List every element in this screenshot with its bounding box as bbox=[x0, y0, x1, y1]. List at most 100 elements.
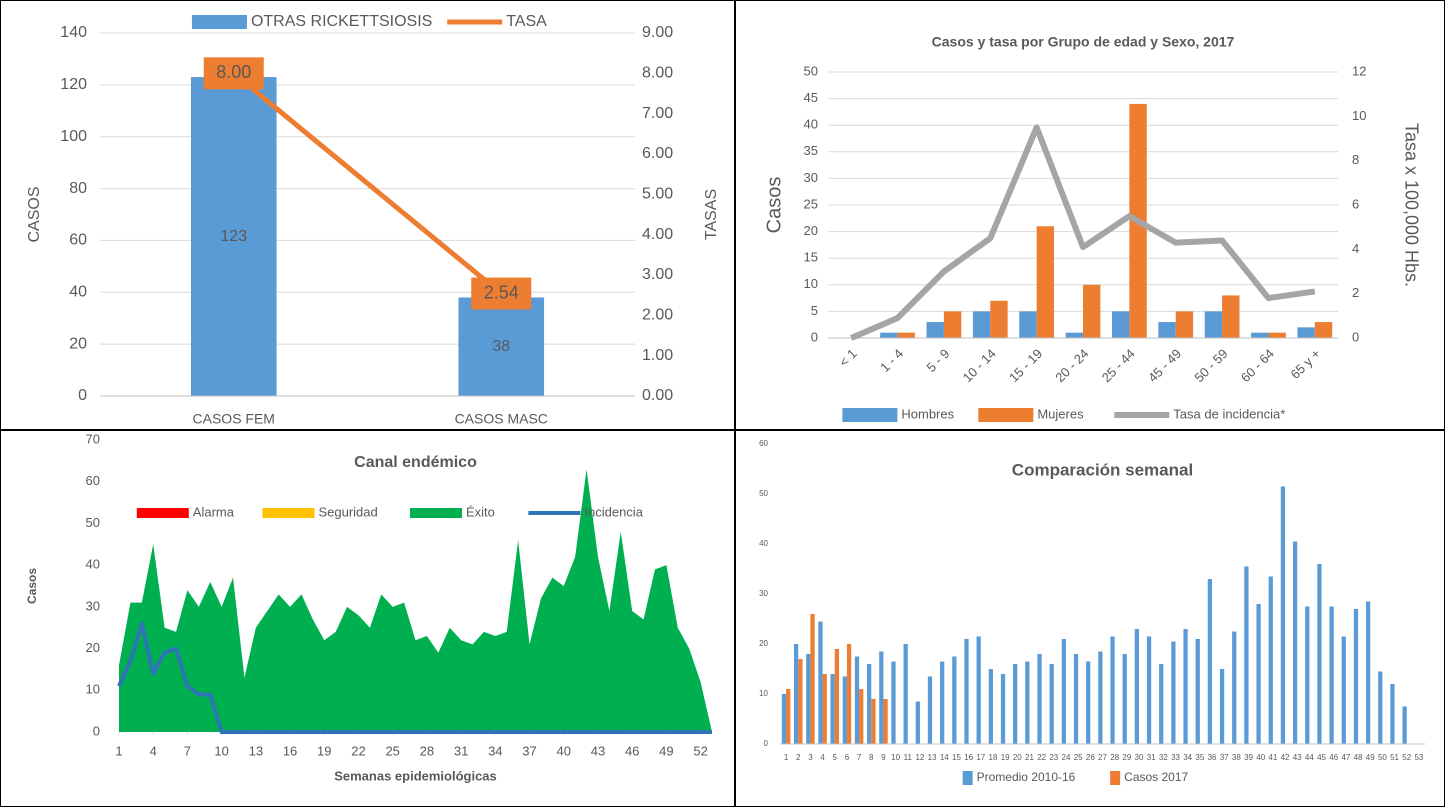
y-tick-label: 50 bbox=[86, 515, 100, 530]
bar bbox=[190, 77, 277, 396]
bar bbox=[990, 300, 1008, 338]
x-tick-label: 39 bbox=[1244, 753, 1253, 762]
x-tick-label: 20 - 24 bbox=[1052, 346, 1091, 385]
bar bbox=[1036, 226, 1055, 338]
x-tick-label: 13 bbox=[928, 753, 937, 762]
y-tick-label: 30 bbox=[804, 170, 818, 185]
bar bbox=[1222, 295, 1240, 338]
bar bbox=[1000, 674, 1006, 744]
bar bbox=[879, 651, 884, 744]
y2-tick-label: 2 bbox=[1352, 285, 1359, 300]
y-tick-label: 60 bbox=[86, 473, 100, 488]
bar bbox=[897, 332, 915, 338]
bar bbox=[927, 676, 933, 744]
bar bbox=[1065, 332, 1083, 338]
x-tick-label: CASOS FEM bbox=[193, 411, 275, 427]
legend-swatch bbox=[1110, 771, 1121, 785]
x-tick-label: 5 bbox=[833, 753, 838, 762]
y-tick-label: 5 bbox=[811, 303, 818, 318]
chart-title: Canal endémico bbox=[354, 454, 477, 471]
x-tick-label: 49 bbox=[659, 743, 673, 758]
x-tick-label: 65 y + bbox=[1287, 346, 1323, 382]
x-tick-label: 46 bbox=[625, 743, 639, 758]
y2-tick-label: 8 bbox=[1352, 152, 1359, 167]
x-tick-label: 24 bbox=[1062, 753, 1071, 762]
legend-label: Incidencia bbox=[584, 504, 643, 519]
x-tick-label: 60 - 64 bbox=[1238, 346, 1277, 385]
bar bbox=[1268, 576, 1273, 744]
bar bbox=[1073, 654, 1079, 744]
legend-label: Alarma bbox=[193, 504, 235, 519]
y-tick-label: 20 bbox=[86, 640, 100, 655]
bar bbox=[1110, 636, 1115, 744]
bar bbox=[867, 664, 872, 744]
bar bbox=[964, 639, 969, 744]
bar bbox=[1204, 311, 1223, 338]
bar bbox=[1317, 564, 1322, 744]
bar bbox=[871, 699, 876, 744]
x-tick-label: 9 bbox=[881, 753, 886, 762]
legend-swatch bbox=[962, 771, 973, 785]
x-tick-label: 19 bbox=[317, 743, 331, 758]
y-tick-label: 0 bbox=[78, 387, 87, 404]
legend-swatch bbox=[842, 408, 898, 422]
x-tick-label: 13 bbox=[249, 743, 263, 758]
y2-tick-label: 4 bbox=[1352, 241, 1359, 256]
bar bbox=[1159, 664, 1164, 744]
bar bbox=[1402, 706, 1407, 744]
x-tick-label: 7 bbox=[857, 753, 862, 762]
legend-label: Mujeres bbox=[1037, 406, 1084, 421]
value-label-box bbox=[471, 277, 532, 310]
bar bbox=[846, 644, 852, 744]
y2-tick-label: 8.00 bbox=[642, 65, 673, 82]
x-tick-label: 47 bbox=[1341, 753, 1350, 762]
bar bbox=[1025, 661, 1030, 744]
x-tick-label: 36 bbox=[1208, 753, 1217, 762]
x-tick-label: 31 bbox=[454, 743, 468, 758]
x-tick-label: 26 bbox=[1086, 753, 1095, 762]
bar bbox=[818, 621, 823, 744]
bar bbox=[880, 332, 898, 338]
line bbox=[117, 621, 712, 734]
x-tick-label: 52 bbox=[1402, 753, 1411, 762]
bar bbox=[859, 689, 864, 744]
x-tick-label: 37 bbox=[522, 743, 536, 758]
x-tick-label: 6 bbox=[845, 753, 850, 762]
chart-title: Casos y tasa por Grupo de edad y Sexo, 2… bbox=[932, 34, 1235, 50]
bar bbox=[903, 644, 908, 744]
y-tick-label: 50 bbox=[804, 63, 818, 78]
bar bbox=[926, 322, 944, 338]
bar bbox=[1244, 566, 1249, 744]
x-tick-label: CASOS MASC bbox=[455, 411, 548, 427]
x-tick-label: 20 bbox=[1013, 753, 1022, 762]
x-tick-label: 16 bbox=[964, 753, 973, 762]
y2-tick-label: 4.00 bbox=[642, 226, 673, 243]
line bbox=[849, 124, 1316, 341]
x-tick-label: 37 bbox=[1220, 753, 1229, 762]
bar bbox=[1292, 541, 1298, 744]
y-tick-label: 40 bbox=[759, 539, 768, 548]
x-tick-label: 31 bbox=[1147, 753, 1156, 762]
x-tick-label: 11 bbox=[904, 753, 913, 762]
bar bbox=[1158, 322, 1176, 338]
y2-tick-label: 6 bbox=[1352, 196, 1359, 211]
x-tick-label: 45 - 49 bbox=[1145, 346, 1184, 385]
x-tick-label: 15 - 19 bbox=[1006, 346, 1045, 385]
bar bbox=[810, 614, 815, 744]
x-tick-label: 4 bbox=[150, 743, 157, 758]
x-tick-label: 4 bbox=[820, 753, 825, 762]
y-tick-label: 10 bbox=[759, 689, 768, 698]
bar bbox=[1049, 664, 1054, 744]
y2-axis-label: Tasa x 100,000 Hbs. bbox=[1401, 123, 1421, 287]
legend-label: Tasa de incidencia* bbox=[1173, 406, 1285, 421]
x-tick-label: 53 bbox=[1414, 753, 1423, 762]
x-tick-label: 33 bbox=[1171, 753, 1180, 762]
y2-tick-label: 9.00 bbox=[642, 24, 673, 41]
x-tick-label: 41 bbox=[1268, 753, 1277, 762]
legend-label: OTRAS RICKETTSIOSIS bbox=[251, 13, 432, 30]
bar bbox=[1365, 601, 1371, 744]
bar bbox=[1256, 604, 1261, 744]
x-tick-label: < 1 bbox=[836, 346, 860, 370]
bar bbox=[1297, 327, 1315, 338]
bar bbox=[1175, 311, 1194, 338]
